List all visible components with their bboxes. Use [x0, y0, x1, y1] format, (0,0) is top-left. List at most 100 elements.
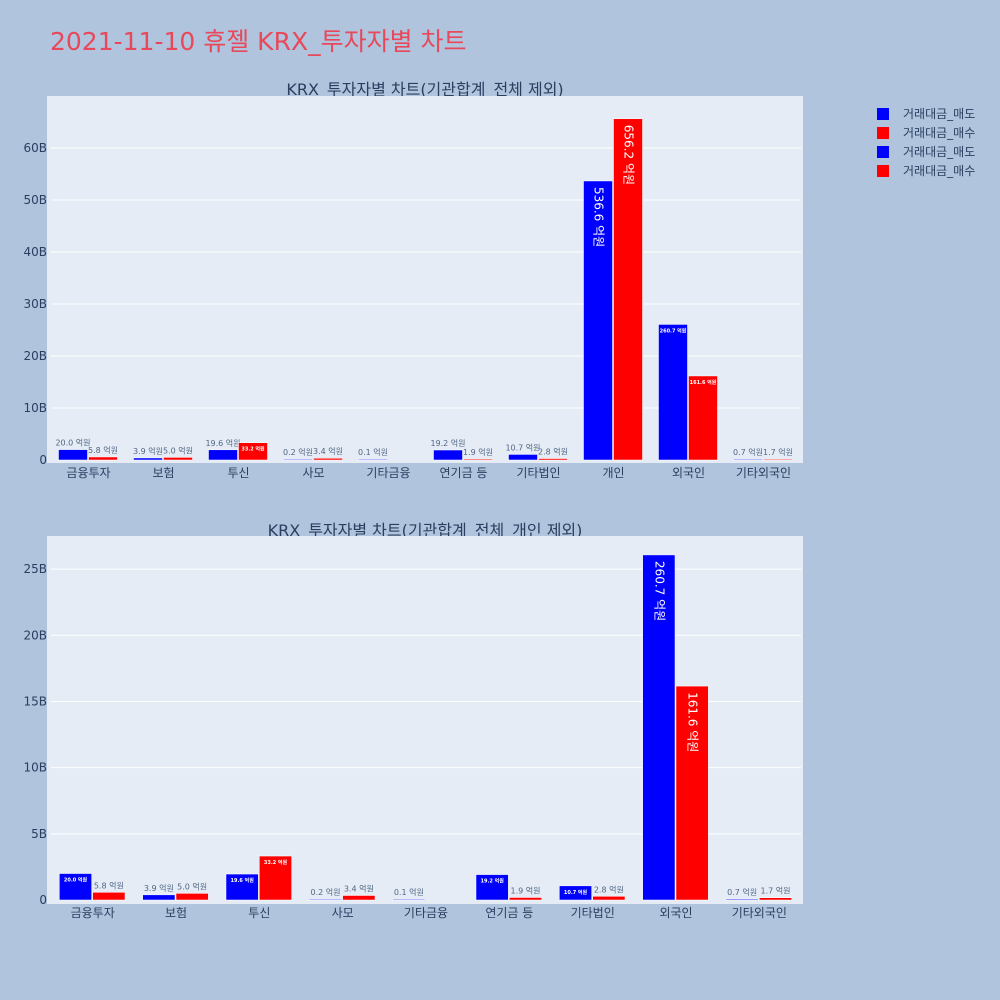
bar-sell[interactable]	[475, 874, 509, 901]
legend-swatch-sell-1[interactable]	[877, 108, 889, 120]
bar-sell[interactable]	[559, 885, 592, 901]
y-tick-label: 0	[39, 453, 47, 467]
data-label: 536.6 억원	[592, 187, 606, 247]
chart-bottom: KRX_투자자별 차트(기관합계_전체_개인 제외) 05B10B15B20B2…	[23, 521, 803, 920]
data-label: 0.1 억원	[394, 887, 424, 897]
x-tick-label: 투신	[227, 466, 249, 480]
bar-sell[interactable]	[133, 457, 163, 461]
bar-sell[interactable]	[358, 458, 388, 461]
y-tick-label: 10B	[23, 761, 47, 775]
bar-sell[interactable]	[433, 449, 463, 461]
x-tick-label: 투신	[248, 906, 270, 920]
data-label: 656.2 억원	[622, 125, 636, 185]
x-tick-label: 기타법인	[571, 906, 615, 920]
data-label: 10.7 억원	[564, 889, 588, 896]
x-tick-label: 금융투자	[71, 906, 115, 920]
chart-top-title: KRX_투자자별 차트(기관합계_전체 제외)	[286, 80, 563, 100]
data-label: 3.9 억원	[133, 446, 163, 456]
legend-swatch-sell-2[interactable]	[877, 146, 889, 158]
bar-buy[interactable]	[763, 458, 793, 461]
y-tick-label: 60B	[23, 141, 47, 155]
legend-label-buy-1[interactable]: 거래대금_매수	[903, 126, 975, 140]
data-label: 19.6 억원	[205, 438, 240, 448]
bar-buy[interactable]	[675, 685, 709, 901]
chart-top-grid: 0 10B 20B 30B 40B 50B 60B	[23, 141, 801, 467]
data-label: 5.0 억원	[177, 881, 207, 891]
x-tick-label: 보험	[152, 466, 174, 480]
x-tick-label: 사모	[302, 466, 324, 480]
bar-sell[interactable]	[733, 458, 763, 461]
bar-buy[interactable]	[688, 375, 718, 461]
data-label: 19.6 억원	[231, 877, 255, 884]
y-tick-label: 20B	[23, 628, 47, 642]
bar-sell[interactable]	[208, 449, 238, 461]
data-label: 19.2 억원	[430, 438, 465, 448]
y-tick-label: 10B	[23, 401, 47, 415]
legend-swatch-buy-2[interactable]	[877, 165, 889, 177]
bar-sell[interactable]	[283, 458, 313, 461]
bar-sell[interactable]	[142, 894, 176, 901]
x-tick-label: 기타금융	[404, 906, 448, 920]
bar-sell[interactable]	[225, 873, 259, 901]
bar-buy[interactable]	[342, 895, 376, 901]
bar-sell[interactable]	[392, 898, 426, 901]
bar-sell[interactable]	[309, 898, 342, 901]
x-tick-label: 기타외국인	[732, 906, 787, 920]
bar-sell[interactable]	[59, 873, 92, 901]
legend-label-sell-2[interactable]: 거래대금_매도	[903, 145, 975, 159]
y-tick-label: 25B	[23, 562, 47, 576]
legend-label-sell-1[interactable]: 거래대금_매도	[903, 107, 975, 121]
data-label: 2.8 억원	[594, 884, 624, 894]
data-label: 1.9 억원	[463, 447, 493, 457]
bar-buy[interactable]	[613, 118, 643, 461]
y-tick-label: 40B	[23, 245, 47, 259]
bar-buy[interactable]	[538, 458, 568, 461]
legend: 거래대금_매도 거래대금_매수 거래대금_매도 거래대금_매수	[877, 107, 975, 178]
bar-buy[interactable]	[592, 896, 626, 901]
bar-buy[interactable]	[259, 855, 292, 901]
bar-buy[interactable]	[88, 456, 118, 461]
chart-top-x-axis: 금융투자 보험 투신 사모 기타금융 연기금 등 기타법인 개인 외국인 기타외국인	[66, 466, 791, 480]
data-label: 33.2 억원	[264, 859, 288, 866]
bar-sell[interactable]	[58, 449, 88, 461]
data-label: 5.8 억원	[88, 445, 118, 455]
data-label: 0.1 억원	[358, 447, 388, 457]
y-tick-label: 20B	[23, 349, 47, 363]
data-label: 161.6 억원	[690, 379, 717, 386]
y-tick-label: 5B	[31, 827, 47, 841]
chart-bottom-x-axis: 금융투자 보험 투신 사모 기타금융 연기금 등 기타법인 외국인 기타외국인	[71, 906, 787, 920]
data-label: 3.4 억원	[313, 446, 343, 456]
data-label: 33.2 억원	[241, 446, 265, 453]
bar-buy[interactable]	[163, 457, 193, 461]
bar-buy[interactable]	[463, 458, 493, 461]
data-label: 260.7 억원	[652, 561, 666, 621]
bar-buy[interactable]	[759, 897, 792, 901]
x-tick-label: 기타법인	[516, 466, 560, 480]
bar-sell[interactable]	[583, 180, 613, 461]
x-tick-label: 외국인	[672, 466, 705, 480]
bar-sell[interactable]	[725, 898, 759, 901]
data-label: 1.9 억원	[511, 885, 541, 895]
data-label: 0.7 억원	[733, 447, 763, 457]
legend-label-buy-2[interactable]: 거래대금_매수	[903, 164, 975, 178]
bar-buy[interactable]	[313, 457, 343, 461]
bar-buy[interactable]	[238, 442, 268, 461]
y-tick-label: 50B	[23, 193, 47, 207]
bar-buy[interactable]	[175, 893, 209, 901]
data-label: 1.7 억원	[763, 447, 793, 457]
bar-sell[interactable]	[642, 554, 676, 901]
bar-buy[interactable]	[509, 897, 542, 901]
main-title: 2021-11-10 휴젤 KRX_투자자별 차트	[50, 27, 467, 56]
legend-swatch-buy-1[interactable]	[877, 127, 889, 139]
bar-sell[interactable]	[658, 324, 688, 461]
x-tick-label: 기타외국인	[736, 466, 791, 480]
bar-buy[interactable]	[92, 892, 126, 901]
data-label: 5.8 억원	[94, 880, 124, 890]
x-tick-label: 외국인	[659, 906, 692, 920]
y-tick-label: 15B	[23, 694, 47, 708]
bar-sell[interactable]	[508, 454, 538, 461]
x-tick-label: 개인	[602, 466, 624, 480]
data-label: 161.6 억원	[686, 692, 700, 752]
x-tick-label: 사모	[332, 906, 354, 920]
